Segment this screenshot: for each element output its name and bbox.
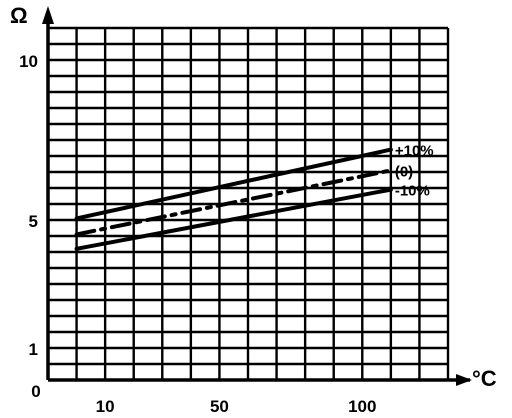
- y-axis-arrow: [42, 6, 54, 24]
- x-axis-arrow: [456, 374, 472, 386]
- origin-label: 0: [31, 382, 40, 401]
- y-tick-label: 1: [29, 340, 38, 359]
- x-tick-label: 10: [96, 397, 115, 416]
- series-line: [74, 147, 393, 221]
- series-line: [74, 187, 393, 251]
- y-unit-label: Ω: [10, 3, 28, 28]
- x-tick-label: 100: [348, 397, 376, 416]
- y-tick-label: 10: [19, 52, 38, 71]
- series-label: +10%: [395, 143, 434, 160]
- x-unit-label: °C: [472, 366, 497, 391]
- axes: [42, 6, 472, 386]
- series-lines: [74, 147, 393, 251]
- x-tick-label: 50: [210, 397, 229, 416]
- y-tick-label: 5: [29, 212, 38, 231]
- series-line: [74, 168, 393, 237]
- labels: 1 5 10 10 50 100 0 Ω °C +10% (0) -10%: [10, 3, 497, 416]
- grid: [48, 26, 450, 380]
- series-label: -10%: [395, 183, 430, 200]
- series-label: (0): [395, 163, 413, 180]
